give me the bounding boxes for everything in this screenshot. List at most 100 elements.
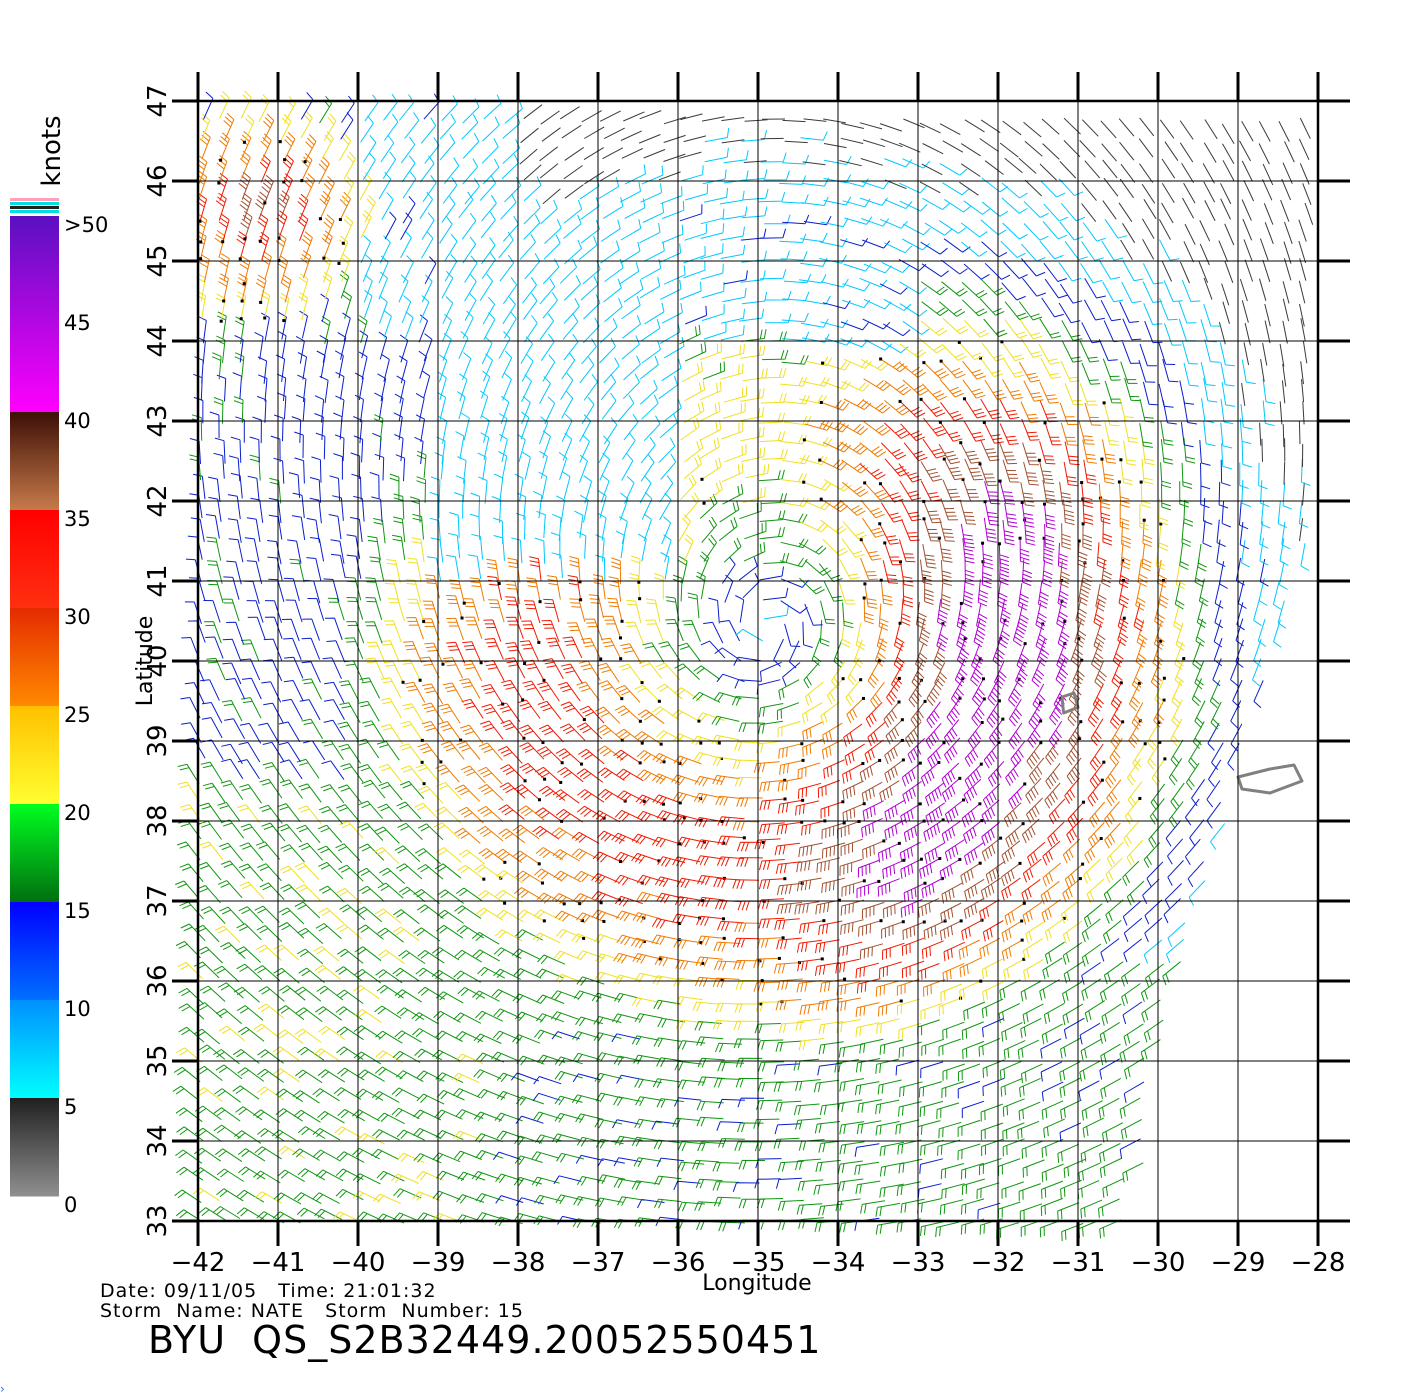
wind-barb (941, 777, 961, 803)
rain-flag-marker (1042, 536, 1046, 540)
wind-barb (336, 1026, 364, 1041)
wind-barb (734, 1141, 761, 1151)
wind-barb (1183, 499, 1194, 527)
wind-barb (800, 257, 828, 267)
wind-barb (249, 436, 260, 463)
wind-barb (802, 621, 813, 648)
wind-barb (673, 814, 702, 825)
wind-barb (480, 432, 490, 461)
wind-barb (614, 851, 643, 863)
wind-barb (346, 621, 365, 644)
wind-barb (338, 864, 364, 882)
wind-barb (1044, 422, 1062, 446)
wind-barb (539, 376, 551, 404)
wind-barb (1214, 600, 1224, 629)
wind-barb (258, 722, 280, 744)
wind-barb (296, 948, 324, 965)
wind-barb (372, 432, 382, 460)
wind-barb (379, 295, 388, 324)
wind-barb (177, 763, 200, 785)
wind-barb (653, 999, 681, 1010)
wind-barb (515, 1115, 544, 1124)
rain-flag-marker (940, 876, 944, 880)
wind-barb (939, 920, 962, 941)
rain-flag-marker (699, 741, 703, 745)
wind-barb (482, 116, 500, 142)
wind-barb (795, 1079, 821, 1092)
rain-flag-marker (820, 957, 824, 961)
wind-barb (388, 598, 405, 622)
wind-barb (1120, 542, 1131, 570)
wind-barb (488, 599, 505, 623)
wind-barb (942, 963, 965, 983)
wind-barb (220, 942, 246, 959)
wind-barb (1153, 699, 1165, 728)
wind-barb (515, 929, 543, 941)
wind-barb (521, 353, 534, 382)
wind-barb (268, 497, 282, 524)
wind-barb (258, 94, 270, 123)
wind-barb (446, 595, 463, 619)
wind-barb (998, 620, 1011, 649)
rain-flag-marker (898, 560, 902, 564)
wind-barb (938, 443, 961, 465)
rain-flag-marker (1077, 539, 1081, 543)
wind-barb (671, 774, 700, 786)
wind-barb (510, 1072, 539, 1082)
wind-barb (1181, 162, 1195, 184)
rain-flag-marker (578, 902, 582, 906)
wind-barb (1221, 283, 1230, 306)
wind-barb (1168, 758, 1183, 786)
wind-barb (862, 139, 886, 148)
wind-barb (1089, 743, 1104, 771)
wind-barb (1241, 540, 1251, 568)
wind-barb (1079, 1060, 1101, 1082)
wind-barb (375, 1030, 403, 1044)
wind-barb (1298, 240, 1307, 264)
rain-flag-marker (1018, 861, 1022, 865)
wind-barb (280, 759, 303, 780)
wind-barb (1057, 1143, 1080, 1163)
wind-barb (794, 901, 820, 915)
wind-barb (561, 390, 574, 419)
wind-barb (1062, 941, 1083, 965)
wind-barb (854, 1081, 880, 1096)
wind-barb (1220, 422, 1233, 449)
wind-barb (502, 215, 519, 242)
wind-barb (902, 780, 922, 804)
wind-barb (276, 1029, 304, 1045)
wind-barb (354, 1009, 382, 1023)
wind-barb (1004, 902, 1025, 926)
wind-barb (701, 457, 722, 480)
wind-barb (963, 820, 983, 844)
wind-barb (514, 1155, 543, 1165)
wind-barb (740, 426, 765, 442)
colorbar-tick-label-5: 25 (64, 703, 91, 727)
wind-barb (939, 163, 968, 176)
wind-barb (330, 553, 346, 579)
wind-barb (1178, 301, 1197, 324)
wind-barb (1298, 421, 1301, 445)
wind-barb (582, 317, 600, 344)
wind-barb (865, 701, 883, 728)
wind-barb (354, 394, 364, 423)
wind-barb (276, 210, 288, 239)
wind-barb (206, 657, 226, 680)
wind-barb (942, 1021, 965, 1040)
wind-barb (880, 442, 907, 460)
colorbar-band-3 (10, 608, 59, 707)
wind-barb (960, 523, 975, 549)
wind-barb (523, 659, 545, 681)
wind-barb (1081, 562, 1093, 591)
wind-barb (860, 358, 889, 371)
wind-barb (863, 399, 891, 414)
rain-flag-marker (800, 820, 804, 824)
wind-barb (940, 560, 952, 586)
wind-barb (775, 861, 802, 874)
wind-barb (464, 255, 478, 283)
wind-barb (1081, 1100, 1103, 1121)
wind-barb (632, 912, 661, 923)
wind-barb (999, 142, 1019, 158)
wind-barb (457, 864, 485, 880)
